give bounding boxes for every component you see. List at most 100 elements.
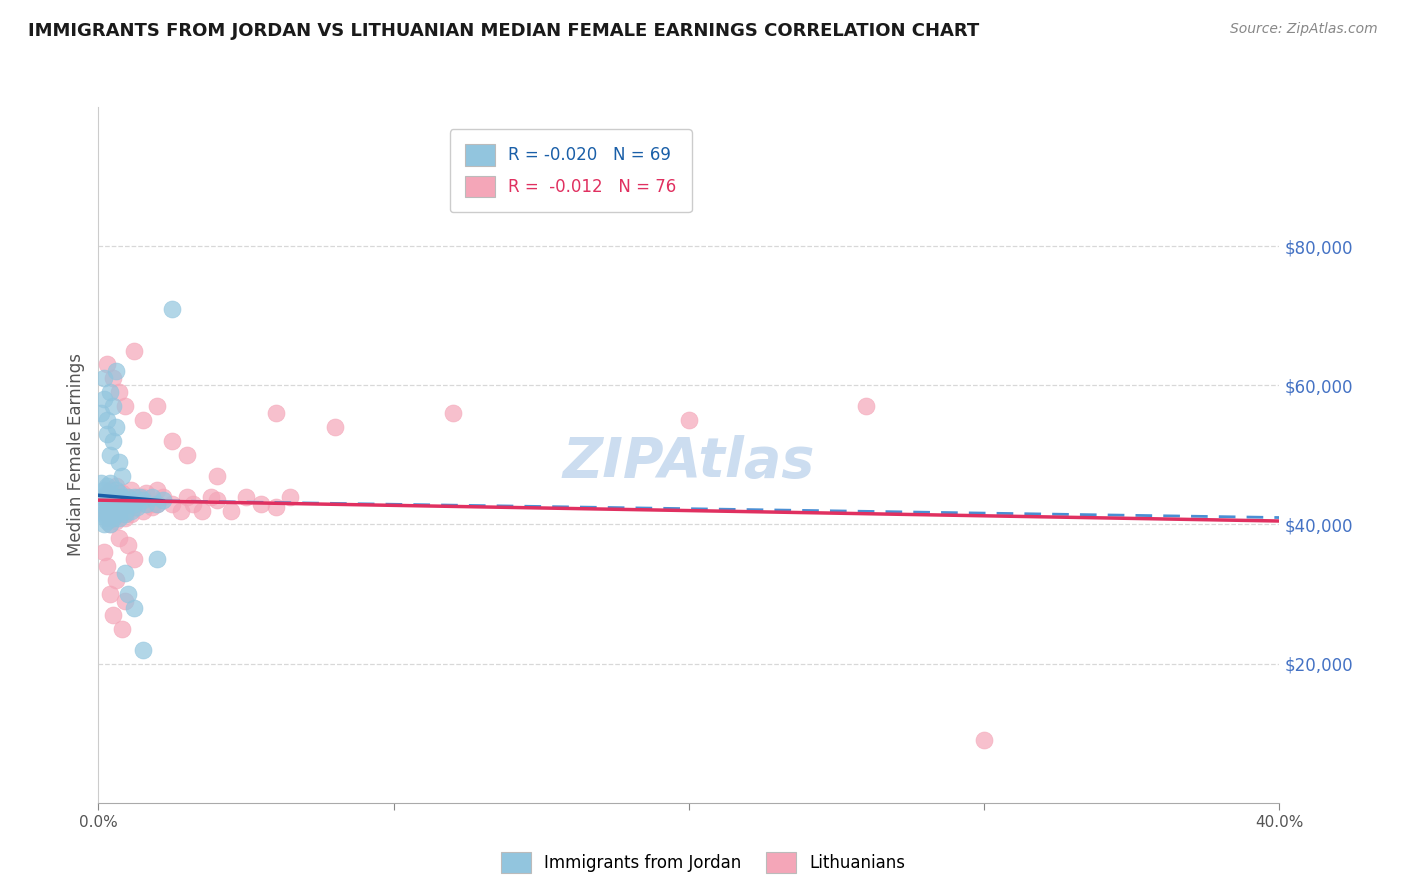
Point <box>973 733 995 747</box>
Point <box>141 490 163 504</box>
Point <box>96 490 118 504</box>
Point <box>855 399 877 413</box>
Point <box>98 483 121 497</box>
Point <box>441 406 464 420</box>
Point <box>122 490 145 504</box>
Point <box>111 497 134 511</box>
Point <box>90 490 112 504</box>
Point <box>264 406 287 420</box>
Point <box>122 500 145 514</box>
Point <box>108 385 131 400</box>
Point <box>111 490 134 504</box>
Point <box>135 486 157 500</box>
Point <box>117 538 139 552</box>
Point <box>108 490 131 504</box>
Point <box>114 493 136 508</box>
Point <box>114 493 136 508</box>
Point <box>103 510 125 524</box>
Point <box>108 507 131 521</box>
Point <box>96 559 118 574</box>
Point <box>162 497 183 511</box>
Point <box>98 475 121 490</box>
Point <box>90 475 112 490</box>
Point <box>205 468 228 483</box>
Point <box>122 497 145 511</box>
Point <box>103 497 125 511</box>
Point <box>96 497 118 511</box>
Text: IMMIGRANTS FROM JORDAN VS LITHUANIAN MEDIAN FEMALE EARNINGS CORRELATION CHART: IMMIGRANTS FROM JORDAN VS LITHUANIAN MED… <box>28 22 980 40</box>
Point <box>103 371 125 385</box>
Point <box>125 500 148 514</box>
Point <box>108 493 131 508</box>
Point <box>105 507 128 521</box>
Point <box>108 486 131 500</box>
Point <box>111 500 134 514</box>
Point <box>146 497 169 511</box>
Point <box>96 413 118 427</box>
Point <box>264 500 287 514</box>
Point <box>108 455 131 469</box>
Point <box>111 497 134 511</box>
Point <box>132 490 155 504</box>
Point <box>93 503 115 517</box>
Point <box>111 486 134 500</box>
Point <box>111 468 134 483</box>
Point <box>128 490 150 504</box>
Point <box>132 493 155 508</box>
Point <box>98 448 121 462</box>
Point <box>103 607 125 622</box>
Point <box>105 483 128 497</box>
Point <box>117 587 139 601</box>
Point <box>93 507 115 521</box>
Point <box>96 503 118 517</box>
Point <box>98 497 121 511</box>
Point <box>146 552 169 566</box>
Point <box>103 434 125 448</box>
Point <box>152 493 174 508</box>
Point <box>98 490 121 504</box>
Point <box>105 500 128 514</box>
Point <box>117 497 139 511</box>
Point <box>128 493 150 508</box>
Point <box>132 413 155 427</box>
Point <box>93 545 115 559</box>
Point <box>135 497 157 511</box>
Point <box>181 497 204 511</box>
Point <box>93 497 115 511</box>
Point <box>117 490 139 504</box>
Point <box>96 479 118 493</box>
Point <box>170 503 193 517</box>
Point <box>122 497 145 511</box>
Point <box>96 358 118 372</box>
Point <box>219 503 242 517</box>
Point <box>162 301 183 316</box>
Point <box>90 503 112 517</box>
Point <box>122 552 145 566</box>
Point <box>90 490 112 504</box>
Point <box>162 434 183 448</box>
Point <box>98 517 121 532</box>
Point <box>146 497 169 511</box>
Y-axis label: Median Female Earnings: Median Female Earnings <box>66 353 84 557</box>
Legend: R = -0.020   N = 69, R =  -0.012   N = 76: R = -0.020 N = 69, R = -0.012 N = 76 <box>450 129 692 212</box>
Point <box>678 413 700 427</box>
Point <box>120 493 142 508</box>
Point <box>205 493 228 508</box>
Point <box>146 483 169 497</box>
Point <box>96 514 118 528</box>
Point <box>98 500 121 514</box>
Point <box>120 507 142 521</box>
Point <box>105 420 128 434</box>
Point <box>176 448 198 462</box>
Point <box>111 622 134 636</box>
Point <box>176 490 198 504</box>
Point <box>120 483 142 497</box>
Point <box>105 514 128 528</box>
Point <box>132 642 155 657</box>
Point <box>122 601 145 615</box>
Point <box>132 503 155 517</box>
Point <box>235 490 257 504</box>
Point <box>122 343 145 358</box>
Point <box>98 587 121 601</box>
Point <box>96 486 118 500</box>
